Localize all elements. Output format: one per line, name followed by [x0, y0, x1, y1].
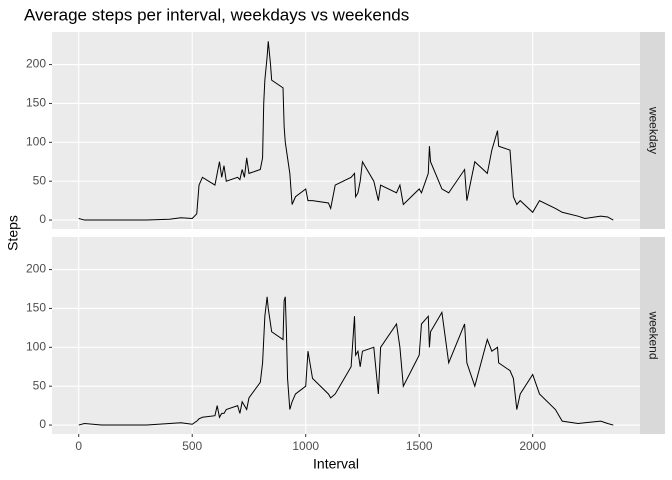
- y-tick-label: 200: [26, 57, 46, 71]
- x-tick-label: 1500: [406, 439, 433, 453]
- line: [78, 41, 614, 221]
- x-axis-title: Interval: [313, 456, 359, 472]
- y-tick-label: 0: [39, 212, 46, 226]
- x-tick-label: 0: [75, 439, 82, 453]
- y-tick-label: 150: [26, 301, 46, 315]
- strip-label: weekend: [646, 310, 660, 359]
- y-tick-label: 50: [33, 378, 47, 392]
- panel-background: [52, 32, 640, 229]
- chart-title: Average steps per interval, weekdays vs …: [24, 5, 409, 24]
- y-tick-label: 0: [39, 417, 46, 431]
- strip-label: weekday: [646, 106, 660, 154]
- strip: [640, 237, 665, 434]
- y-tick-label: 200: [26, 262, 46, 276]
- panel-background: [52, 237, 640, 434]
- y-tick-label: 150: [26, 96, 46, 110]
- x-tick-label: 1000: [292, 439, 319, 453]
- x-tick-label: 2000: [519, 439, 546, 453]
- y-axis-title: Steps: [5, 215, 21, 251]
- y-tick-label: 100: [26, 339, 46, 353]
- x-tick-label: 500: [182, 439, 202, 453]
- y-tick-label: 50: [33, 173, 47, 187]
- line: [78, 296, 614, 426]
- y-tick-label: 100: [26, 134, 46, 148]
- strip: [640, 32, 665, 229]
